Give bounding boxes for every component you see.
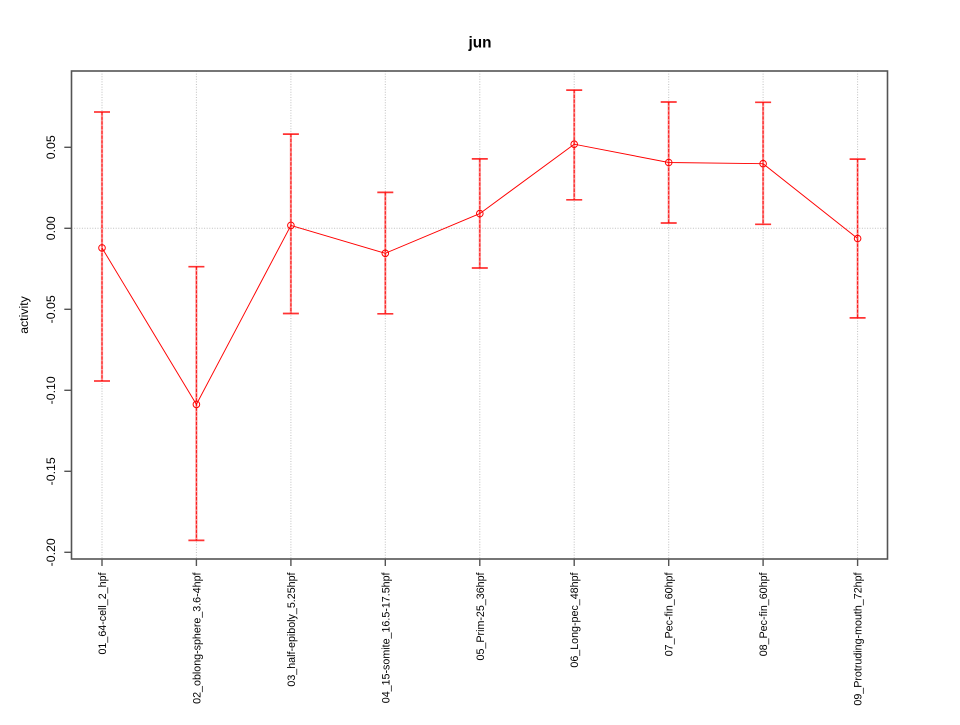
svg-text:jun: jun <box>468 35 492 52</box>
svg-text:-0.10: -0.10 <box>44 376 58 404</box>
svg-text:01_64-cell_2_hpf: 01_64-cell_2_hpf <box>97 572 109 654</box>
svg-text:-0.15: -0.15 <box>44 457 58 485</box>
svg-text:04_15-somite_16.5-17.5hpf: 04_15-somite_16.5-17.5hpf <box>380 572 392 703</box>
svg-text:0.00: 0.00 <box>44 216 58 240</box>
svg-text:06_Long-pec_48hpf: 06_Long-pec_48hpf <box>569 572 581 667</box>
svg-text:02_oblong-sphere_3.6-4hpf: 02_oblong-sphere_3.6-4hpf <box>191 572 203 703</box>
svg-text:activity: activity <box>17 295 31 333</box>
svg-text:-0.05: -0.05 <box>44 295 58 323</box>
svg-text:03_half-epiboly_5.25hpf: 03_half-epiboly_5.25hpf <box>286 572 298 686</box>
svg-text:09_Protruding-mouth_72hpf: 09_Protruding-mouth_72hpf <box>853 572 865 705</box>
svg-text:-0.20: -0.20 <box>44 538 58 566</box>
svg-text:07_Pec-fin_60hpf: 07_Pec-fin_60hpf <box>664 572 676 656</box>
svg-text:0.05: 0.05 <box>44 135 58 159</box>
svg-text:08_Pec-fin_60hpf: 08_Pec-fin_60hpf <box>758 572 770 656</box>
svg-text:05_Prim-25_36hpf: 05_Prim-25_36hpf <box>475 572 487 660</box>
